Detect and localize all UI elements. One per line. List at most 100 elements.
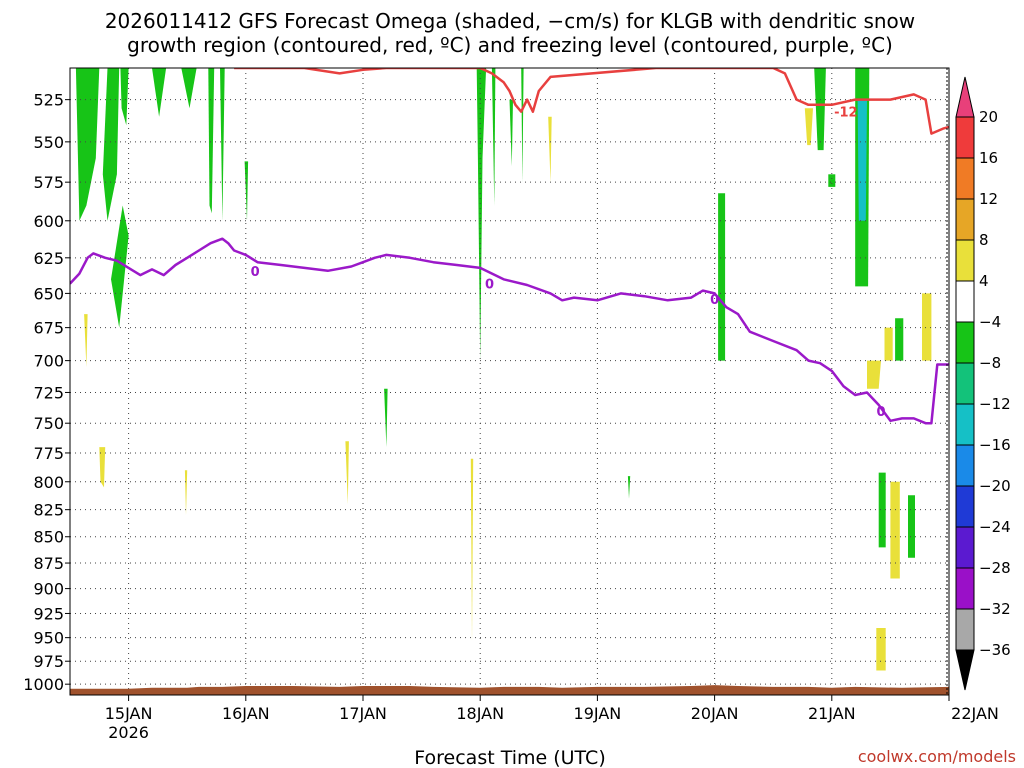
colorbar-label: −36 — [979, 641, 1011, 659]
x-tick-label: 18JAN — [456, 704, 504, 723]
chart-title-line-1: 2026011412 GFS Forecast Omega (shaded, −… — [105, 9, 915, 33]
colorbar-label: −16 — [979, 436, 1011, 454]
omega-region-7 — [220, 68, 225, 221]
colorbar-segment — [955, 608, 975, 651]
x-tick-label: 16JAN — [222, 704, 270, 723]
y-tick-label: 750 — [33, 414, 64, 433]
y-tick-label: 1000 — [23, 675, 64, 694]
omega-region-26 — [922, 293, 932, 361]
omega-region-11 — [509, 99, 513, 167]
colorbar-label: −28 — [979, 559, 1011, 577]
freezing-contour-label: 0 — [877, 405, 886, 420]
y-tick-label: 650 — [33, 284, 64, 303]
omega-region-0 — [75, 68, 100, 221]
y-tick-label: 800 — [33, 473, 64, 492]
y-tick-label: 950 — [33, 629, 64, 648]
colorbar-segment — [955, 567, 975, 610]
colorbar-segment — [955, 485, 975, 528]
terrain-fill — [70, 685, 949, 695]
colorbar-segment — [955, 403, 975, 446]
y-tick-label: 825 — [33, 501, 64, 520]
colorbar-label: −8 — [979, 354, 1001, 372]
colorbar-label: 4 — [979, 272, 989, 290]
y-tick-label: 700 — [33, 352, 64, 371]
y-tick-label: 725 — [33, 383, 64, 402]
colorbar-segment — [955, 321, 975, 364]
omega-region-34 — [548, 116, 552, 183]
omega-region-2 — [120, 68, 129, 126]
omega-region-22 — [627, 476, 631, 499]
y-tick-label: 900 — [33, 580, 64, 599]
omega-region-25 — [867, 360, 881, 389]
omega-region-3 — [111, 205, 129, 328]
x-tick-label: 17JAN — [339, 704, 387, 723]
omega-region-28 — [876, 628, 886, 671]
colorbar-segment — [955, 116, 975, 159]
colorbar-label: 12 — [979, 190, 998, 208]
y-axis: 525 550 575 600 625 650 675 700 725 750 775 800 825 8… — [23, 91, 70, 694]
colorbar-label: −12 — [979, 395, 1011, 413]
x-tick-label: 21JAN — [808, 704, 856, 723]
omega-region-32 — [184, 470, 188, 516]
x-tick-label: 15JAN — [105, 704, 153, 723]
omega-region-33 — [470, 458, 474, 643]
colorbar-top-arrow — [955, 76, 975, 118]
colorbar-label: −24 — [979, 518, 1011, 536]
y-tick-label: 625 — [33, 249, 64, 268]
omega-region-31 — [345, 441, 349, 505]
y-tick-label: 875 — [33, 554, 64, 573]
freezing-level-line — [70, 237, 949, 425]
omega-region-19 — [895, 318, 904, 361]
y-tick-label: 550 — [33, 133, 64, 152]
y-tick-label: 850 — [33, 528, 64, 547]
gridlines — [70, 68, 949, 695]
colorbar-label: 8 — [979, 231, 989, 249]
omega-region-14 — [718, 193, 726, 361]
colorbar-bottom-arrow — [955, 649, 975, 691]
colorbar-segment — [955, 198, 975, 241]
y-tick-label: 600 — [33, 212, 64, 231]
x-tick-label: 19JAN — [574, 704, 622, 723]
x-tick-label: 22JAN — [951, 704, 999, 723]
plot-frame — [69, 67, 950, 696]
credit-text: coolwx.com/models — [858, 747, 1016, 766]
colorbar-label: −20 — [979, 477, 1011, 495]
x-tick-label: 20JAN — [691, 704, 739, 723]
omega-region-23 — [804, 108, 813, 146]
colorbar-label: −32 — [979, 600, 1011, 618]
x-tick-sublabel: 2026 — [108, 723, 149, 742]
dgz-contour-label: -12 — [834, 106, 858, 121]
freezing-contour-label: 0 — [710, 293, 719, 308]
colorbar-segment — [955, 526, 975, 569]
colorbar-segment — [955, 362, 975, 405]
x-axis-label: Forecast Time (UTC) — [414, 747, 605, 768]
contours: -12 0 0 0 0 — [70, 68, 949, 425]
y-tick-label: 975 — [33, 652, 64, 671]
y-tick-label: 525 — [33, 91, 64, 110]
colorbar-segment — [955, 280, 975, 323]
terrain — [70, 685, 949, 695]
omega-shading — [75, 68, 932, 671]
omega-region-27 — [890, 481, 900, 579]
y-tick-label: 675 — [33, 319, 64, 338]
omega-region-1 — [102, 68, 120, 221]
omega-region-29 — [99, 447, 106, 488]
omega-region-4 — [152, 68, 167, 117]
y-tick-label: 775 — [33, 444, 64, 463]
omega-region-8 — [244, 161, 249, 221]
colorbar-label: 16 — [979, 149, 998, 167]
omega-region-15 — [814, 68, 826, 151]
omega-region-13 — [384, 388, 388, 448]
colorbar-label: 20 — [979, 108, 998, 126]
colorbar-label: −4 — [979, 313, 1001, 331]
freezing-contour-label: 0 — [251, 265, 260, 280]
omega-region-24 — [884, 327, 893, 361]
omega-region-12 — [521, 68, 524, 183]
y-tick-label: 925 — [33, 604, 64, 623]
colorbar: 20 16 12 8 4 −4 −8 −12 −16 −20 −24 −28 −32 −36 — [955, 76, 1011, 691]
dgz-contour-line — [234, 68, 949, 135]
omega-region-16 — [828, 174, 836, 187]
chart-title-line-2: growth region (contoured, red, ºC) and f… — [127, 33, 893, 57]
